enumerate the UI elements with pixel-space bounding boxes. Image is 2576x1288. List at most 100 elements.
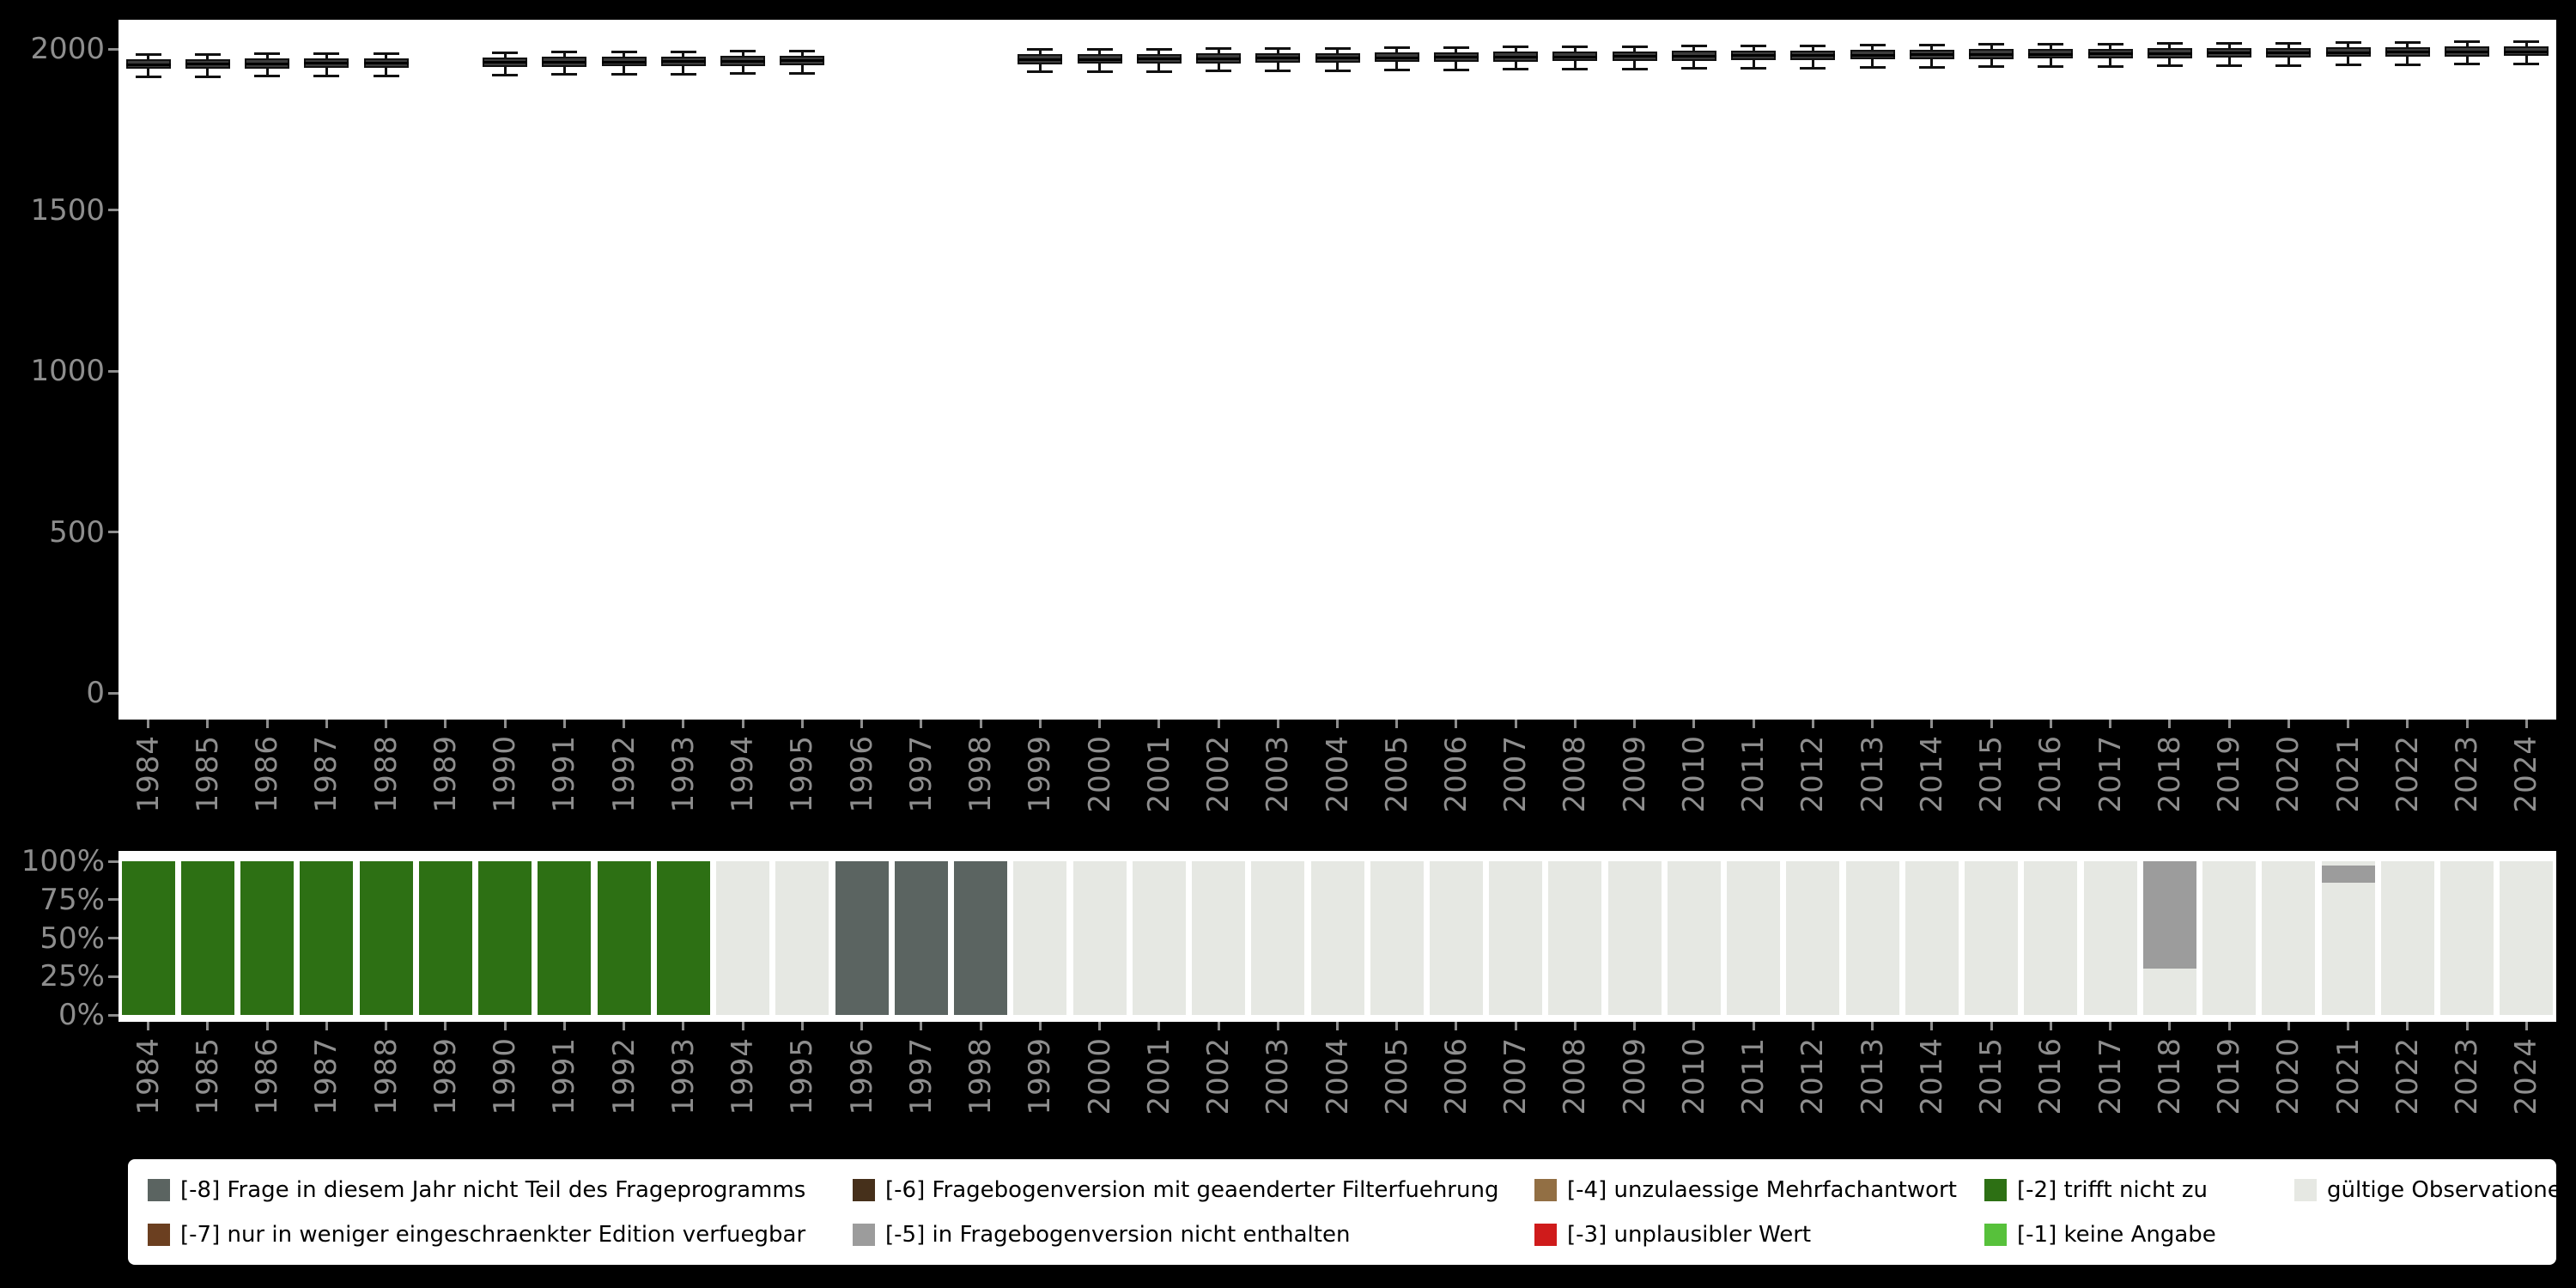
- x-tick-mark: [503, 1022, 507, 1030]
- median-line: [363, 62, 409, 64]
- year-label: 1985: [190, 735, 225, 813]
- x-tick-mark: [1930, 1022, 1934, 1030]
- y-tick-mark: [108, 47, 118, 51]
- legend-label--2: [-2] trifft nicht zu: [2017, 1177, 2208, 1203]
- year-label: 2004: [1320, 1037, 1355, 1115]
- year-label: 2013: [1855, 1037, 1890, 1115]
- x-tick-mark: [385, 1022, 388, 1030]
- whisker-cap-top: [135, 53, 161, 56]
- x-tick-mark: [385, 720, 388, 728]
- whisker-cap-top: [1383, 46, 1410, 50]
- whisker-cap-top: [2216, 41, 2243, 45]
- year-label: 2020: [2271, 735, 2306, 813]
- year-label: 1991: [547, 1037, 582, 1115]
- year-label: 2003: [1261, 1037, 1296, 1115]
- bar-segment--5: [2321, 866, 2375, 884]
- year-label: 2004: [1320, 735, 1355, 813]
- year-label: 2010: [1676, 735, 1711, 813]
- median-line: [720, 59, 766, 63]
- median-line: [1315, 57, 1360, 59]
- year-label: 1991: [547, 735, 582, 813]
- whisker-cap-bottom: [2038, 65, 2064, 68]
- x-tick-mark: [2524, 1022, 2528, 1030]
- legend-label--7: [-7] nur in weniger eingeschraenkter Edi…: [180, 1222, 806, 1248]
- bar-segment--2: [180, 861, 234, 1015]
- year-label: 2016: [2033, 1037, 2069, 1115]
- whisker-cap-top: [1324, 46, 1351, 50]
- year-label: 1989: [428, 735, 463, 813]
- bar-segment--2: [300, 861, 354, 1015]
- bar-segment-valid: [1667, 861, 1721, 1015]
- bar-segment-valid: [2321, 883, 2375, 1015]
- x-tick-mark: [1217, 720, 1220, 728]
- legend-item--8: [-8] Frage in diesem Jahr nicht Teil des…: [148, 1177, 805, 1203]
- x-tick-mark: [1573, 1022, 1577, 1030]
- median-line: [2207, 52, 2252, 55]
- y-tick-label: 500: [49, 514, 105, 550]
- whisker-cap-bottom: [611, 73, 637, 76]
- x-tick-mark: [860, 720, 864, 728]
- x-tick-mark: [741, 1022, 744, 1030]
- bar-segment-valid: [775, 861, 829, 1015]
- legend: [-8] Frage in diesem Jahr nicht Teil des…: [128, 1159, 2575, 1265]
- year-label: 2005: [1379, 1037, 1414, 1115]
- year-label: 1997: [903, 735, 939, 813]
- y-tick-mark: [108, 209, 118, 211]
- median-line: [542, 60, 587, 64]
- year-label: 1995: [785, 1037, 820, 1115]
- x-tick-mark: [1633, 1022, 1637, 1030]
- year-label: 2015: [1974, 1037, 2009, 1115]
- x-tick-mark: [1871, 720, 1874, 728]
- legend-swatch--4: [1534, 1179, 1557, 1201]
- legend-item--7: [-7] nur in weniger eingeschraenkter Edi…: [148, 1222, 806, 1248]
- year-label: 2000: [1082, 1037, 1117, 1115]
- year-label: 2013: [1855, 735, 1890, 813]
- x-tick-mark: [1930, 720, 1934, 728]
- x-tick-mark: [682, 1022, 685, 1030]
- whisker-cap-top: [1680, 45, 1707, 48]
- median-line: [660, 60, 706, 64]
- median-line: [1433, 56, 1479, 59]
- year-label: 2002: [1201, 735, 1236, 813]
- year-label: 2023: [2450, 735, 2485, 813]
- median-line: [2385, 51, 2430, 54]
- bar-segment--2: [240, 861, 295, 1015]
- year-label: 1996: [844, 735, 879, 813]
- whisker-cap-bottom: [1324, 69, 1351, 72]
- median-line: [245, 62, 290, 65]
- year-label: 2011: [1736, 1037, 1771, 1115]
- year-label: 2008: [1558, 735, 1593, 813]
- whisker-cap-top: [551, 51, 578, 54]
- median-line: [1731, 54, 1777, 58]
- whisker-cap-bottom: [1086, 70, 1113, 73]
- x-tick-mark: [206, 1022, 210, 1030]
- whisker-cap-bottom: [2513, 63, 2540, 65]
- median-line: [2504, 50, 2549, 53]
- legend-label--1: [-1] keine Angabe: [2017, 1222, 2216, 1248]
- year-label: 1993: [665, 735, 701, 813]
- legend-label--4: [-4] unzulaessige Mehrfachantwort: [1567, 1177, 1957, 1203]
- x-tick-mark: [265, 720, 269, 728]
- bar-segment-valid: [2262, 861, 2316, 1015]
- whisker-cap-bottom: [2097, 64, 2123, 68]
- x-tick-mark: [1633, 720, 1637, 728]
- x-tick-mark: [1990, 720, 1993, 728]
- median-line: [483, 61, 528, 64]
- y-tick-mark: [108, 531, 118, 533]
- whisker-cap-bottom: [373, 74, 399, 77]
- year-label: 1989: [428, 1037, 463, 1115]
- y-tick-mark: [108, 975, 118, 978]
- legend-item--2: [-2] trifft nicht zu: [1984, 1177, 2208, 1203]
- year-label: 1985: [190, 1037, 225, 1115]
- y-tick-label: 25%: [39, 959, 105, 994]
- year-label: 1984: [131, 1037, 166, 1115]
- year-label: 1986: [250, 735, 285, 813]
- x-tick-mark: [562, 720, 566, 728]
- bar-segment-valid: [1132, 861, 1186, 1015]
- whisker-cap-top: [2156, 42, 2183, 46]
- whisker-cap-top: [1145, 47, 1172, 51]
- whisker-cap-bottom: [1562, 68, 1589, 70]
- bar-segment-valid: [716, 861, 770, 1015]
- year-label: 1992: [606, 1037, 641, 1115]
